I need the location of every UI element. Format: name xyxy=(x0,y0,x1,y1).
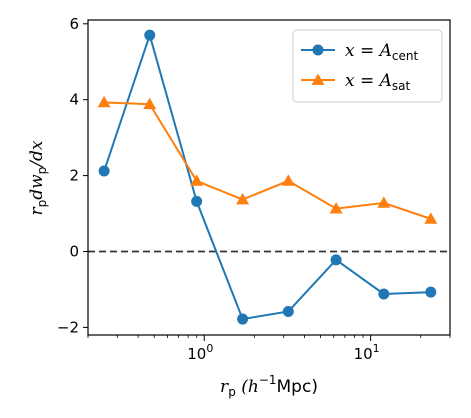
axis-layer: −2 0 2 4 6 100 101 xyxy=(57,15,451,363)
plot-frame xyxy=(87,19,451,336)
point-cent-1 xyxy=(144,29,156,41)
y-tick-label: −2 xyxy=(57,318,79,336)
legend: x = Acent x = Asat xyxy=(292,29,443,103)
point-cent-3 xyxy=(237,313,249,325)
point-cent-4 xyxy=(282,305,294,317)
point-cent-7 xyxy=(425,286,437,298)
series-line-cent xyxy=(103,31,431,321)
point-sat-1 xyxy=(143,97,157,110)
y-tick-label: 4 xyxy=(69,91,79,109)
legend-label-cent: x = Acent xyxy=(345,41,419,63)
legend-marker-sat xyxy=(311,73,325,85)
x-tick-label: 100 xyxy=(187,342,213,363)
point-sat-7 xyxy=(424,212,438,224)
point-cent-0 xyxy=(98,165,110,177)
x-tick-label: 101 xyxy=(354,342,380,363)
legend-label-sat: x = Asat xyxy=(345,71,411,93)
series-line-sat xyxy=(104,101,432,220)
point-cent-2 xyxy=(191,195,203,207)
legend-marker-cent xyxy=(312,44,324,56)
point-cent-5 xyxy=(330,254,342,266)
point-sat-6 xyxy=(377,196,391,208)
point-sat-3 xyxy=(236,193,250,205)
legend-frame xyxy=(292,29,443,103)
legend-items: x = Acent x = Asat xyxy=(301,41,419,93)
y-tick-label: 6 xyxy=(69,15,79,33)
point-cent-6 xyxy=(378,288,390,300)
point-sat-5 xyxy=(329,202,343,214)
point-sat-2 xyxy=(190,174,204,186)
x-axis-label: rp (h−1Mpc) xyxy=(220,373,318,399)
plot-layer xyxy=(88,29,450,325)
y-tick-label: 0 xyxy=(69,243,79,261)
point-sat-0 xyxy=(97,95,111,108)
y-tick-label: 2 xyxy=(69,167,79,185)
point-sat-4 xyxy=(281,174,295,186)
y-axis-label: rpdwp/dx xyxy=(27,140,49,215)
